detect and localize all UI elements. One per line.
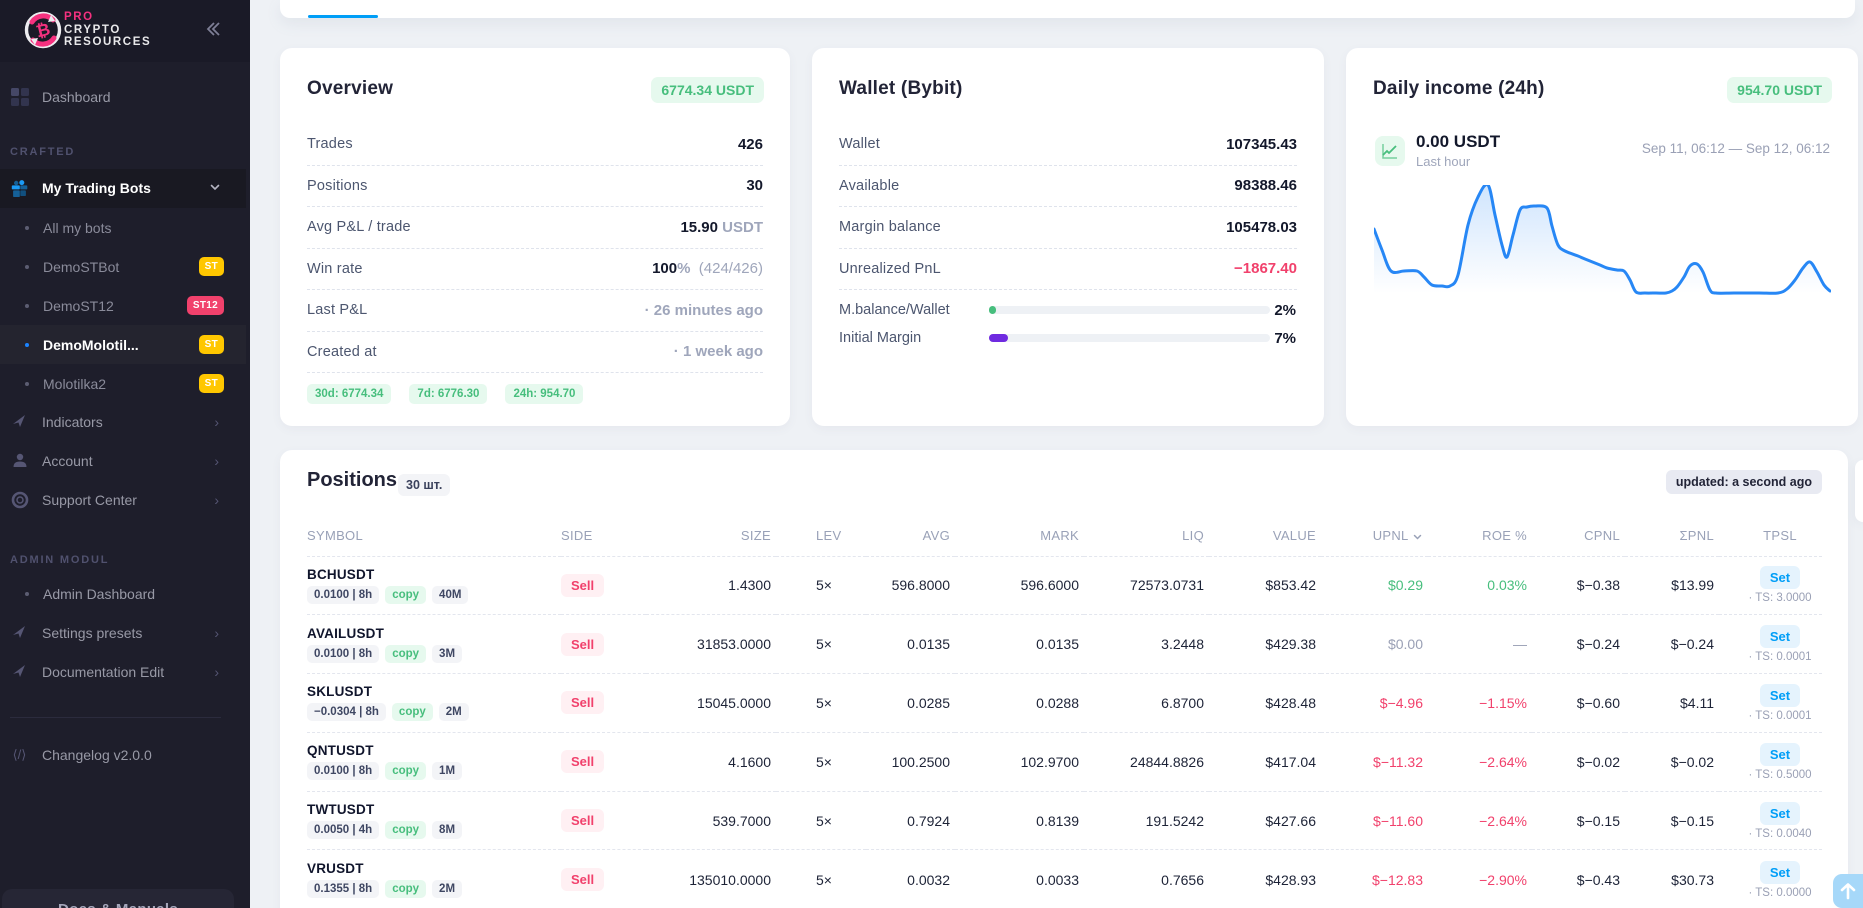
svg-text:₿: ₿ <box>34 20 52 42</box>
